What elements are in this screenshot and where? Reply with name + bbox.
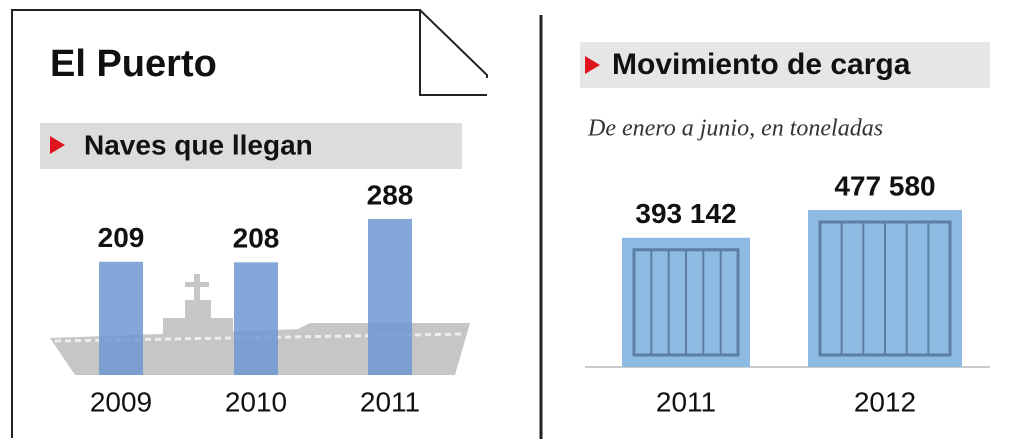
bar	[234, 262, 278, 375]
bars: 209 2009 208 2010 288 2011	[90, 179, 420, 417]
chart-title: Naves que llegan	[84, 129, 313, 160]
bar	[368, 219, 412, 375]
x-tick-label: 2011	[360, 386, 420, 417]
bar	[99, 262, 143, 375]
value-label: 208	[233, 223, 280, 254]
x-tick-label: 2011	[656, 386, 716, 417]
value-label: 393 142	[635, 198, 736, 229]
value-label: 477 580	[834, 170, 935, 201]
x-tick-label: 2010	[225, 386, 287, 417]
infographic: El Puerto Naves que llegan 209 2009 208 201…	[0, 0, 1014, 439]
chart-subtitle: De enero a junio, en toneladas	[587, 116, 883, 142]
x-tick-label: 2012	[854, 386, 916, 417]
page-title: El Puerto	[50, 43, 217, 85]
value-label: 288	[367, 179, 414, 210]
folded-corner	[420, 10, 487, 95]
value-label: 209	[98, 222, 145, 253]
chart-title: Movimiento de carga	[612, 48, 911, 81]
bars: 393 142 2011 477 580 2012	[622, 170, 962, 417]
x-tick-label: 2009	[90, 386, 152, 417]
